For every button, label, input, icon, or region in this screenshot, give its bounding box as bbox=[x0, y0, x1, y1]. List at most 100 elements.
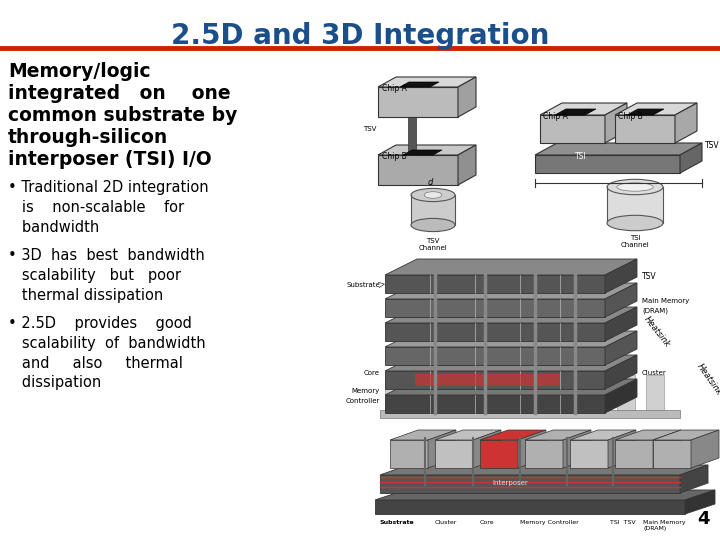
Polygon shape bbox=[680, 143, 702, 173]
Polygon shape bbox=[653, 430, 681, 468]
Polygon shape bbox=[473, 430, 501, 468]
Polygon shape bbox=[675, 103, 697, 143]
Polygon shape bbox=[380, 475, 680, 493]
Text: TSV
Channel: TSV Channel bbox=[418, 238, 447, 251]
Polygon shape bbox=[605, 307, 637, 341]
Text: • 3D  has  best  bandwidth
   scalability   but   poor
   thermal dissipation: • 3D has best bandwidth scalability but … bbox=[8, 248, 204, 302]
Polygon shape bbox=[680, 465, 708, 493]
Polygon shape bbox=[540, 103, 627, 115]
FancyBboxPatch shape bbox=[530, 375, 548, 410]
Text: Heatsink: Heatsink bbox=[642, 315, 672, 349]
Text: d: d bbox=[428, 178, 433, 187]
Ellipse shape bbox=[411, 188, 455, 201]
Polygon shape bbox=[385, 347, 605, 365]
Text: Substrate: Substrate bbox=[380, 520, 415, 525]
Text: TSI  TSV: TSI TSV bbox=[610, 520, 636, 525]
Text: integrated   on    one: integrated on one bbox=[8, 84, 230, 103]
Polygon shape bbox=[435, 430, 501, 440]
Polygon shape bbox=[385, 379, 637, 395]
Polygon shape bbox=[653, 430, 719, 440]
Text: interposer (TSI) I/O: interposer (TSI) I/O bbox=[8, 150, 212, 169]
Text: 4: 4 bbox=[698, 510, 710, 528]
Text: TSI
Channel: TSI Channel bbox=[621, 235, 649, 248]
Polygon shape bbox=[525, 430, 591, 440]
Text: Core: Core bbox=[364, 370, 380, 376]
Polygon shape bbox=[535, 143, 702, 155]
Text: d: d bbox=[616, 186, 621, 195]
Text: TSV: TSV bbox=[363, 126, 376, 132]
Polygon shape bbox=[535, 155, 680, 173]
Polygon shape bbox=[685, 490, 715, 514]
Polygon shape bbox=[385, 371, 605, 389]
Text: Chip A: Chip A bbox=[382, 84, 407, 93]
Polygon shape bbox=[385, 307, 637, 323]
Polygon shape bbox=[428, 430, 456, 468]
Polygon shape bbox=[385, 275, 605, 293]
Polygon shape bbox=[378, 155, 458, 185]
Polygon shape bbox=[480, 440, 518, 468]
Text: Main Memory
(DRAM): Main Memory (DRAM) bbox=[643, 520, 685, 531]
FancyBboxPatch shape bbox=[385, 375, 403, 410]
Text: Substrate: Substrate bbox=[346, 282, 380, 288]
Polygon shape bbox=[615, 430, 681, 440]
Text: Cluster: Cluster bbox=[642, 370, 667, 376]
FancyBboxPatch shape bbox=[443, 375, 461, 410]
FancyBboxPatch shape bbox=[472, 375, 490, 410]
Polygon shape bbox=[605, 103, 627, 143]
Polygon shape bbox=[385, 323, 605, 341]
Polygon shape bbox=[375, 490, 715, 500]
Polygon shape bbox=[385, 283, 637, 299]
Polygon shape bbox=[608, 430, 636, 468]
Text: Chip A: Chip A bbox=[543, 112, 568, 121]
Polygon shape bbox=[385, 355, 637, 371]
Polygon shape bbox=[615, 103, 697, 115]
Polygon shape bbox=[385, 331, 637, 347]
Text: Memory: Memory bbox=[352, 388, 380, 394]
Text: Interposer: Interposer bbox=[492, 480, 528, 486]
Polygon shape bbox=[378, 87, 458, 117]
Polygon shape bbox=[605, 355, 637, 389]
Text: Chip B: Chip B bbox=[382, 152, 407, 161]
Text: TSV: TSV bbox=[642, 272, 657, 281]
Text: Memory/logic: Memory/logic bbox=[8, 62, 150, 81]
Text: (DRAM): (DRAM) bbox=[642, 307, 668, 314]
FancyBboxPatch shape bbox=[607, 187, 663, 223]
Polygon shape bbox=[525, 440, 563, 468]
Text: through-silicon: through-silicon bbox=[8, 128, 168, 147]
Polygon shape bbox=[390, 440, 428, 468]
Polygon shape bbox=[540, 115, 605, 143]
Text: Heatsink: Heatsink bbox=[695, 362, 720, 397]
Polygon shape bbox=[385, 259, 637, 275]
FancyBboxPatch shape bbox=[646, 375, 664, 410]
Polygon shape bbox=[385, 299, 605, 317]
Polygon shape bbox=[605, 379, 637, 413]
Polygon shape bbox=[480, 430, 546, 440]
Ellipse shape bbox=[424, 192, 442, 198]
Text: Controller: Controller bbox=[346, 398, 380, 404]
Text: Memory Controller: Memory Controller bbox=[520, 520, 579, 525]
FancyBboxPatch shape bbox=[408, 117, 416, 155]
Text: Core: Core bbox=[480, 520, 495, 525]
FancyBboxPatch shape bbox=[501, 375, 519, 410]
FancyBboxPatch shape bbox=[415, 374, 560, 386]
Text: 2.5D and 3D Integration: 2.5D and 3D Integration bbox=[171, 22, 549, 50]
FancyBboxPatch shape bbox=[414, 375, 432, 410]
Text: Chip B: Chip B bbox=[618, 112, 643, 121]
Polygon shape bbox=[400, 82, 439, 87]
FancyBboxPatch shape bbox=[559, 375, 577, 410]
FancyBboxPatch shape bbox=[617, 375, 635, 410]
Polygon shape bbox=[627, 109, 664, 115]
Polygon shape bbox=[403, 150, 442, 155]
Polygon shape bbox=[518, 430, 546, 468]
Polygon shape bbox=[570, 440, 608, 468]
Polygon shape bbox=[555, 109, 596, 115]
Text: Main Memory: Main Memory bbox=[642, 298, 689, 304]
Polygon shape bbox=[390, 430, 456, 440]
Ellipse shape bbox=[411, 218, 455, 232]
Polygon shape bbox=[380, 465, 708, 475]
Ellipse shape bbox=[617, 183, 653, 191]
Polygon shape bbox=[378, 145, 476, 155]
Polygon shape bbox=[570, 430, 636, 440]
Text: TSI: TSI bbox=[575, 152, 587, 161]
Polygon shape bbox=[378, 77, 476, 87]
